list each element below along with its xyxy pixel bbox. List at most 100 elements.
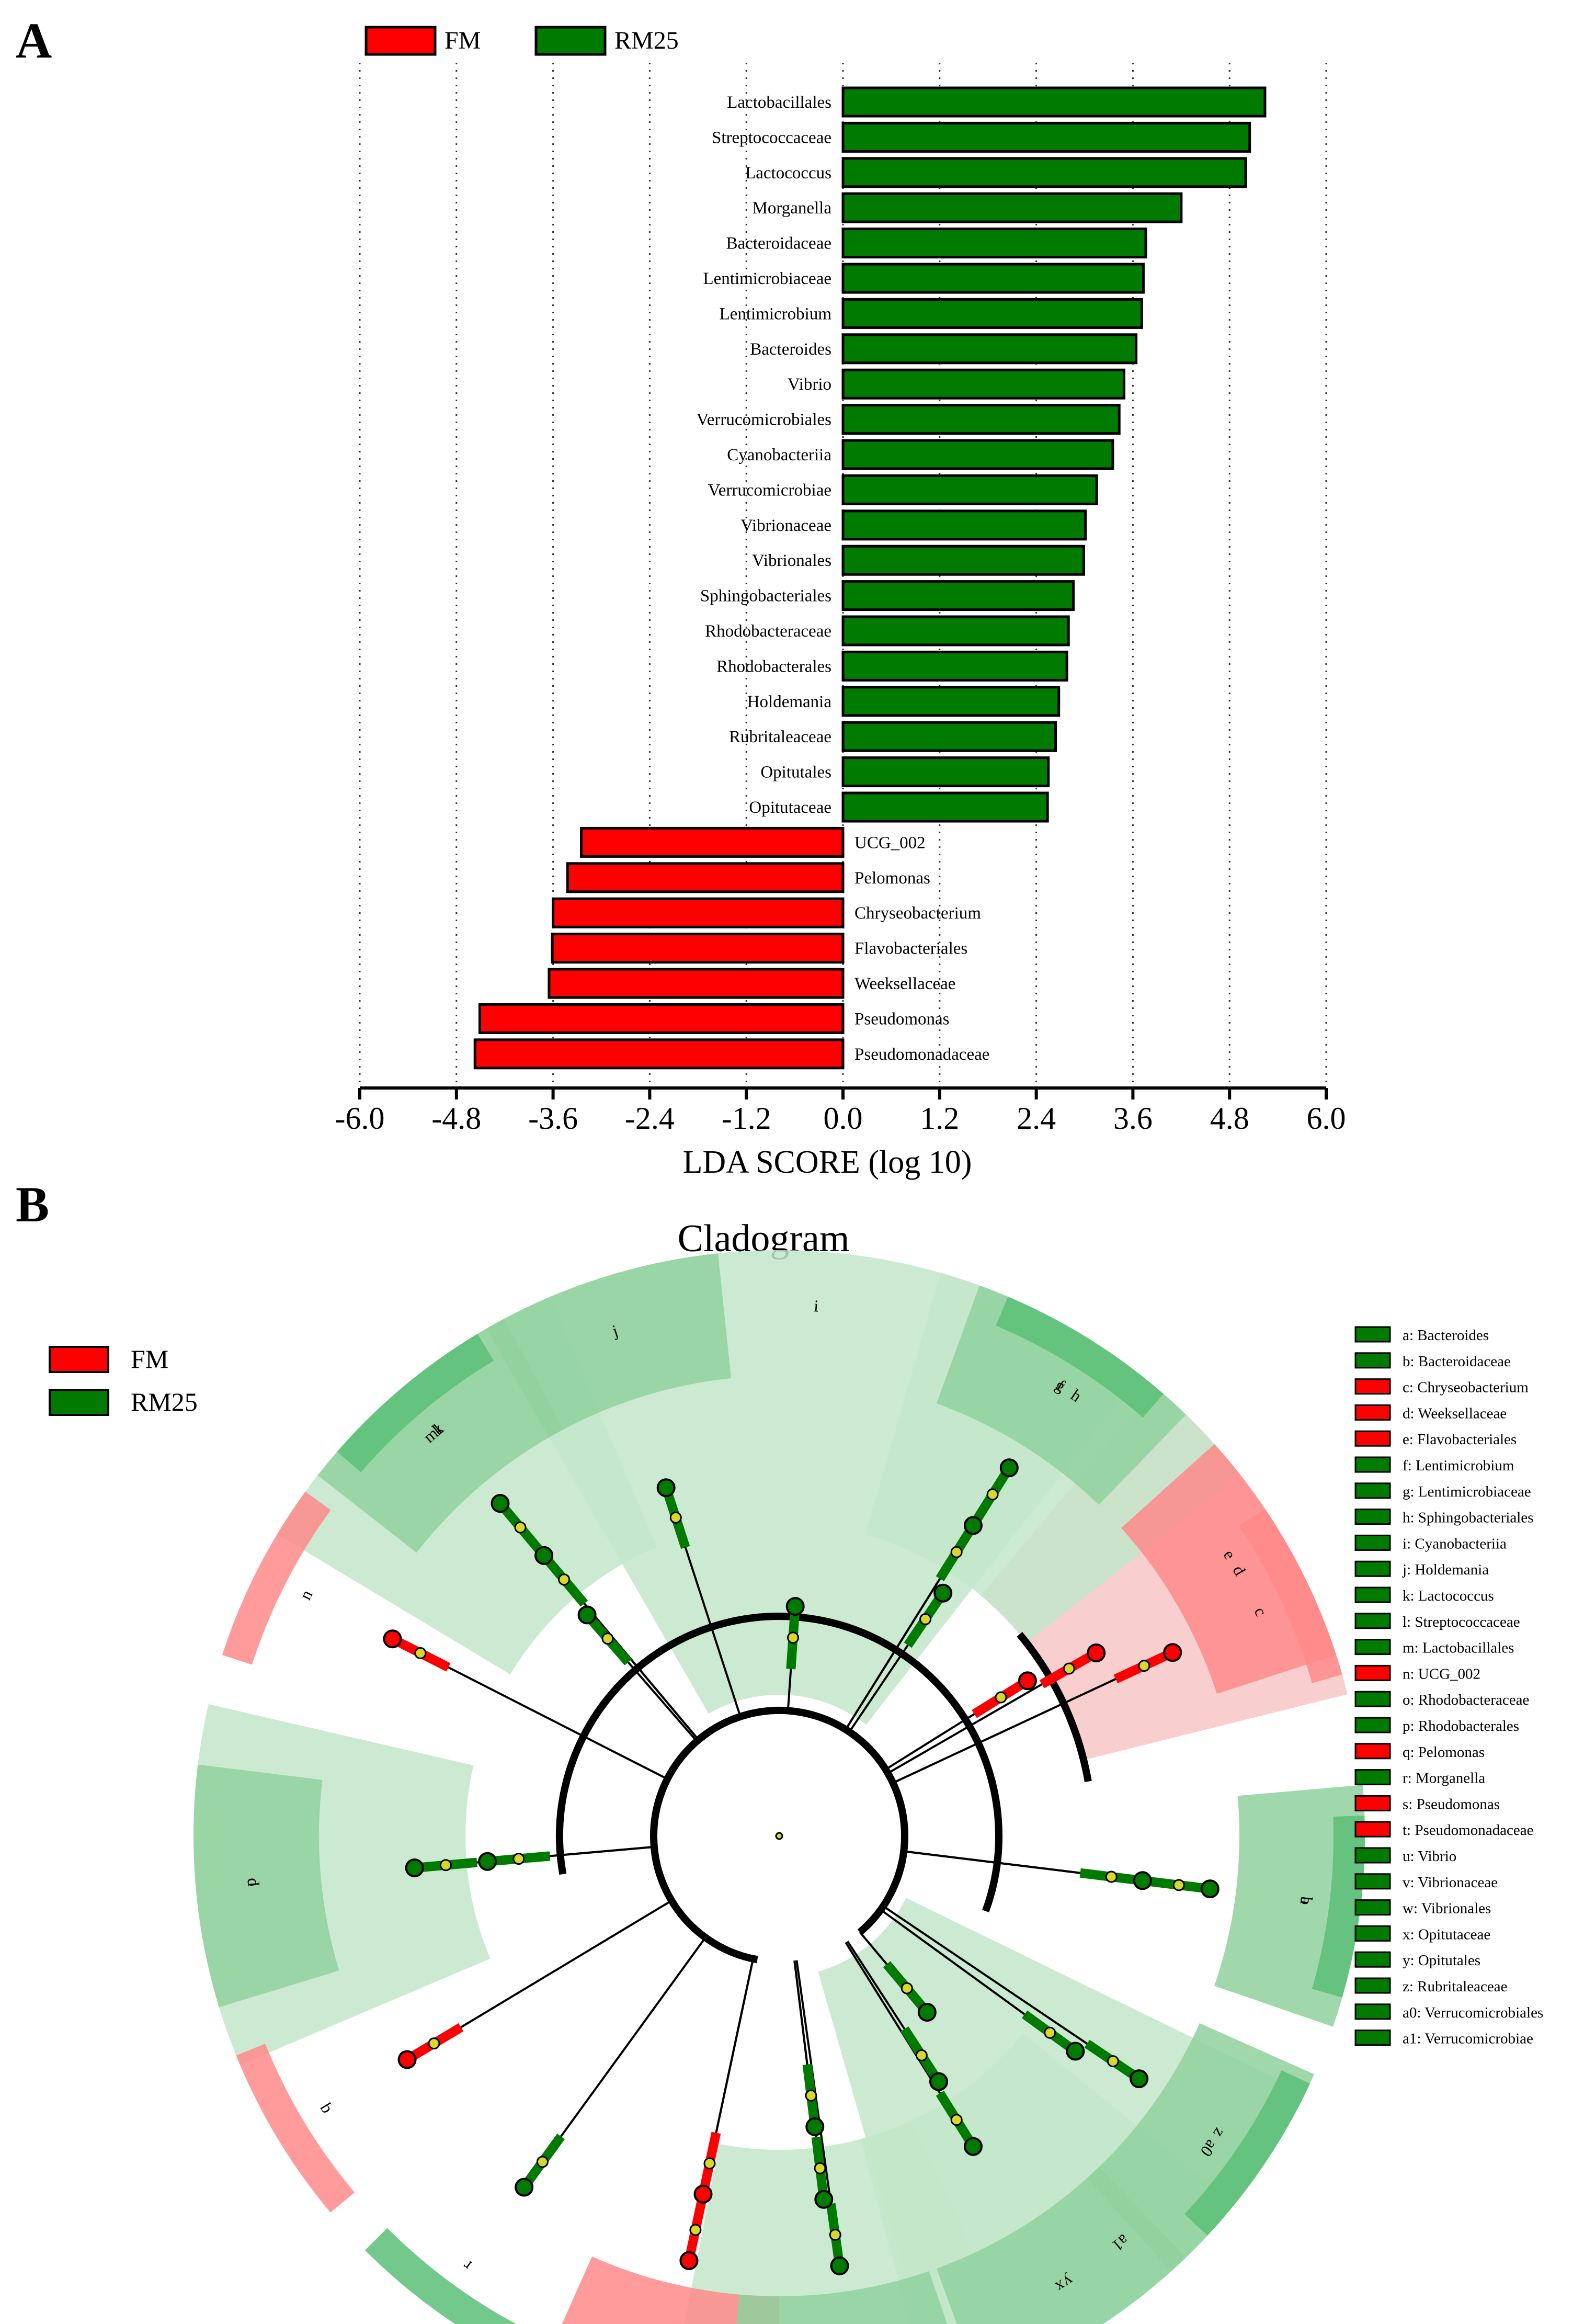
clade-sector: [337, 1333, 494, 1472]
clade-letter: p: [240, 1877, 259, 1887]
clade-sector: [222, 1491, 331, 1665]
key-label: b: Bacteroidaceae: [1403, 1353, 1511, 1370]
clade-node: [1163, 1643, 1182, 1662]
key-label: d: Weeksellaceae: [1403, 1405, 1507, 1422]
tree-node: [558, 1573, 571, 1586]
lda-bar-label: Verrucomicrobiales: [697, 411, 831, 429]
lda-bar: [551, 933, 845, 964]
clade-node: [1130, 2069, 1149, 2089]
key-swatch: [1354, 1873, 1391, 1890]
lda-bar: [841, 228, 1147, 259]
clade-sector: [736, 2271, 948, 2324]
tree-node: [829, 2229, 841, 2241]
key-label: e: Flavobacteriales: [1403, 1431, 1517, 1448]
legend-swatch: [364, 26, 437, 56]
clade-node: [963, 1516, 983, 1535]
key-swatch: [1354, 1951, 1391, 1968]
clade-node: [397, 2050, 417, 2069]
tree-node: [1063, 1662, 1075, 1675]
key-label: c: Chryseobacterium: [1403, 1379, 1529, 1396]
tree-node: [995, 1691, 1007, 1704]
lda-bar: [841, 474, 1098, 505]
key-swatch: [1354, 2030, 1391, 2046]
key-swatch: [1354, 1482, 1391, 1499]
legend-label: FM: [445, 27, 481, 54]
lda-bar-label: Rhodobacterales: [716, 657, 831, 676]
tree-node: [428, 2037, 440, 2050]
legend-label: RM25: [131, 1387, 198, 1416]
clade-node: [491, 1494, 510, 1513]
clade-node: [1018, 1671, 1037, 1691]
tree-node: [601, 1633, 614, 1645]
tree-node: [439, 1859, 452, 1872]
tree-node: [689, 2224, 702, 2236]
tree-node: [915, 2049, 928, 2061]
clade-sector: [236, 2044, 355, 2213]
tree-node: [703, 2157, 716, 2170]
lda-bar: [841, 756, 1050, 788]
clade-node: [515, 2178, 534, 2197]
lda-bar: [552, 897, 845, 928]
lda-bar-label: Lentimicrobium: [720, 304, 832, 323]
lda-bar-label: Lactobacillales: [727, 93, 831, 112]
clade-node: [383, 1629, 402, 1649]
x-tick-label: -3.6: [528, 1101, 578, 1136]
lda-bar-label: Flavobacteriales: [854, 939, 967, 958]
lda-bar: [841, 509, 1087, 541]
x-tick-label: 4.8: [1210, 1101, 1249, 1136]
key-swatch: [1354, 1977, 1391, 1994]
tree-node: [669, 1511, 682, 1524]
key-swatch: [1354, 1821, 1391, 1838]
key-swatch: [1354, 1664, 1391, 1681]
tree-node: [512, 1853, 525, 1865]
lda-bar-label: Bacteroides: [750, 340, 831, 359]
key-label: a1: Verrucomicrobiae: [1403, 2031, 1533, 2047]
tree-node: [986, 1488, 999, 1501]
lda-x-axis-title: LDA SCORE (log 10): [683, 1144, 972, 1180]
lda-bar: [841, 368, 1125, 400]
clade-letter: r: [459, 2257, 475, 2275]
lda-bar: [841, 791, 1049, 823]
lda-bar-label: Bacteroidaceae: [726, 234, 831, 253]
lda-bar: [841, 650, 1068, 682]
lda-bar-label: Chryseobacterium: [854, 904, 981, 923]
key-swatch: [1354, 1639, 1391, 1656]
x-tick-label: 2.4: [1017, 1101, 1056, 1136]
clade-node: [1200, 1879, 1220, 1899]
panel-a: A Lactobacillales Streptococcaceae Lactoco…: [16, 13, 1346, 1180]
lda-bar-label: UCG_002: [854, 833, 926, 852]
key-label: p: Rhodobacterales: [1403, 1718, 1519, 1735]
lda-bar: [566, 862, 845, 893]
key-label: v: Vibrionaceae: [1403, 1874, 1498, 1891]
key-label: w: Vibrionales: [1403, 1900, 1491, 1917]
lda-bar: [841, 615, 1070, 647]
lda-bar-label: Vibrionales: [752, 551, 831, 570]
key-label: r: Morganella: [1403, 1770, 1485, 1787]
tree-node: [787, 1631, 800, 1644]
lda-bar-label: Vibrionaceae: [740, 516, 831, 535]
lda-bar: [841, 404, 1121, 435]
clade-letter: a: [1297, 1896, 1316, 1906]
x-tick-label: 3.6: [1113, 1101, 1153, 1136]
lda-bar: [841, 439, 1114, 470]
key-swatch: [1354, 1691, 1391, 1707]
lda-bar: [478, 1003, 845, 1034]
lda-bar: [580, 826, 845, 858]
clade-node: [963, 2137, 983, 2156]
legend-swatch: [534, 26, 607, 56]
x-tick-label: -1.2: [722, 1101, 771, 1136]
panel-b-label: B: [16, 1176, 49, 1232]
key-swatch: [1354, 1352, 1391, 1369]
lda-bar: [841, 157, 1247, 188]
lda-bar-label: Streptococcaceae: [712, 128, 831, 147]
key-label: u: Vibrio: [1403, 1848, 1456, 1865]
lda-bar: [841, 333, 1138, 365]
key-label: y: Opitutales: [1403, 1952, 1480, 1969]
clade-node: [1066, 2042, 1085, 2061]
lda-bar-label: Weeksellaceae: [854, 974, 955, 993]
x-tick-label: -2.4: [625, 1101, 675, 1136]
lda-bar: [841, 686, 1061, 717]
lda-category-labels: Lactobacillales Streptococcaceae Lactococc…: [697, 93, 990, 1064]
clade-node: [577, 1605, 597, 1625]
